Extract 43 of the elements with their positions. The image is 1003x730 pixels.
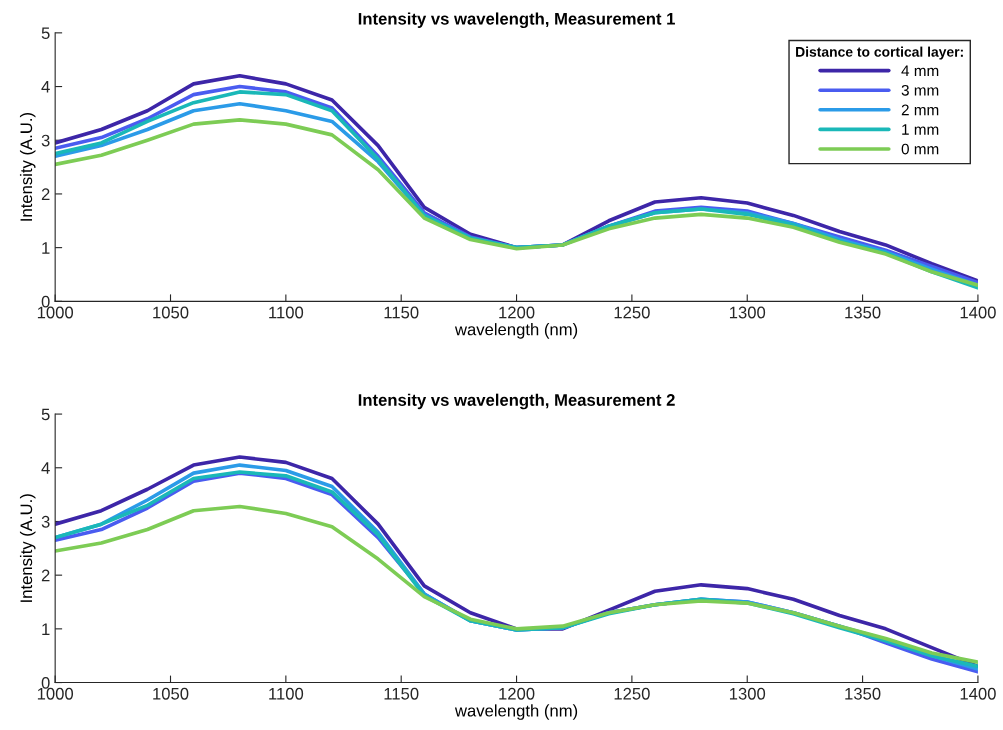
x-tick-label: 1100 [269,306,304,319]
x-tick-label: 1400 [960,687,996,700]
y-tick-label: 5 [41,27,50,40]
y-tick-label: 3 [41,515,50,528]
y-tick-label: 4 [41,81,50,93]
legend-title: Distance to cortical layer: [796,46,963,60]
y-axis-title: Intensity (A.U.) [19,494,36,602]
line-series [55,504,978,664]
x-axis-title: wavelength (nm) [454,323,578,339]
y-tick-label: 5 [41,408,50,421]
x-tick-label: 1400 [960,306,996,319]
x-tick-label: 1300 [729,687,766,700]
chart-title: Intensity vs wavelength, Measurement 2 [358,393,675,410]
y-tick-label: 2 [41,188,50,200]
x-tick-label: 1050 [153,306,189,319]
x-tick-label: 1250 [614,687,650,700]
y-tick-label: 1 [42,242,50,254]
x-tick-label: 1250 [614,306,650,319]
x-tick-label: 1000 [37,687,74,700]
y-tick-label: 3 [41,134,50,147]
x-tick-label: 1350 [845,687,881,700]
legend-label: 0 mm [901,143,939,155]
y-axis-title: Intensity (A.U.) [19,113,36,221]
x-tick-label: 1150 [384,306,419,319]
x-axis-title: wavelength (nm) [454,704,578,720]
chart-title: Intensity vs wavelength, Measurement 1 [358,12,675,29]
y-tick-label: 0 [41,295,50,308]
legend-label: 4 mm [901,65,939,76]
legend-label: 2 mm [901,104,939,116]
y-tick-label: 4 [41,462,50,474]
x-tick-label: 1200 [499,306,535,319]
y-tick-label: 0 [41,676,50,689]
x-tick-label: 1200 [499,687,535,700]
y-tick-label: 2 [41,569,50,582]
x-tick-label: 1050 [153,687,189,700]
x-tick-label: 1350 [845,306,881,319]
legend-label: 1 mm [902,124,939,135]
legend-label: 3 mm [901,84,939,96]
x-tick-label: 1150 [384,687,419,700]
x-tick-label: 1300 [729,306,766,319]
y-tick-label: 1 [42,623,50,635]
x-tick-label: 1100 [269,687,304,700]
x-tick-label: 1000 [37,306,74,319]
